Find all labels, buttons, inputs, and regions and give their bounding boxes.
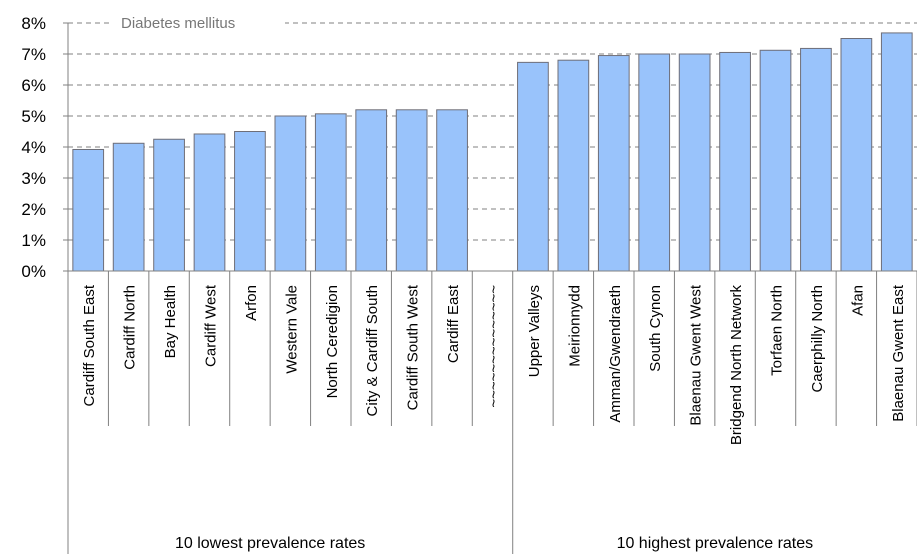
chart-title-background xyxy=(113,12,285,32)
y-tick-label: 2% xyxy=(21,200,46,219)
category-label: North Ceredigion xyxy=(324,285,341,398)
bar xyxy=(234,131,266,272)
bar xyxy=(638,53,671,272)
bar xyxy=(597,55,630,272)
category-label: Caerphilly North xyxy=(809,285,826,393)
bar xyxy=(678,53,711,272)
y-tick-labels: 0% 1% 2% 3% 4% 5% 6% 7% 8% xyxy=(21,14,46,281)
category-label: Cardiff South East xyxy=(81,284,98,406)
axes xyxy=(63,22,917,554)
y-tick-label: 4% xyxy=(21,138,46,157)
category-label: Blaenau Gwent West xyxy=(688,284,705,425)
category-label: ~~~~~~~~~~~~~~ xyxy=(486,285,503,408)
chart-title: Diabetes mellitus xyxy=(121,15,235,32)
group-label: 10 highest prevalence rates xyxy=(617,535,814,552)
category-label: Meirionnydd xyxy=(566,285,583,367)
bar xyxy=(719,51,751,272)
gridlines xyxy=(68,22,917,241)
bar xyxy=(355,109,388,272)
category-label: Afan xyxy=(849,285,866,316)
bar xyxy=(436,109,468,272)
y-tick-label: 6% xyxy=(21,76,46,95)
category-label: Amman/Gwendraeth xyxy=(607,285,624,423)
bar xyxy=(314,113,347,272)
y-tick-label: 8% xyxy=(21,14,46,33)
group-label: 10 lowest prevalence rates xyxy=(175,535,365,552)
category-label: City & Cardiff South xyxy=(364,285,381,416)
bar xyxy=(840,38,873,272)
group-labels: 10 lowest prevalence rates 10 highest pre… xyxy=(175,535,813,552)
category-label: Cardiff South West xyxy=(405,284,422,410)
bar xyxy=(274,115,307,272)
bar xyxy=(153,138,185,272)
y-tick-label: 5% xyxy=(21,107,46,126)
category-label: Cardiff North xyxy=(122,285,139,370)
y-tick-label: 0% xyxy=(21,262,46,281)
bar xyxy=(72,148,105,272)
x-category-labels: Cardiff South East Cardiff North Bay Healt… xyxy=(81,284,907,445)
category-label: South Cynon xyxy=(647,285,664,372)
category-label: Arfon xyxy=(243,285,260,321)
bar xyxy=(112,142,145,272)
category-label: Bay Health xyxy=(162,285,179,358)
category-label: Bridgend North Network xyxy=(728,285,745,446)
bar xyxy=(880,32,913,272)
category-label: Cardiff East xyxy=(445,284,462,363)
bar xyxy=(557,59,590,272)
y-tick-label: 7% xyxy=(21,45,46,64)
bar xyxy=(395,109,428,272)
category-label: Cardiff West xyxy=(203,284,220,367)
y-tick-label: 1% xyxy=(21,231,46,250)
bar xyxy=(759,49,792,272)
category-label: Western Vale xyxy=(283,285,300,374)
bars xyxy=(72,32,913,272)
bar xyxy=(517,61,549,272)
bar xyxy=(800,47,832,272)
y-tick-label: 3% xyxy=(21,169,46,188)
bar xyxy=(193,133,226,272)
category-label: Torfaen North xyxy=(769,285,786,376)
category-label: Blaenau Gwent East xyxy=(890,284,907,422)
category-label: Upper Valleys xyxy=(526,285,543,377)
